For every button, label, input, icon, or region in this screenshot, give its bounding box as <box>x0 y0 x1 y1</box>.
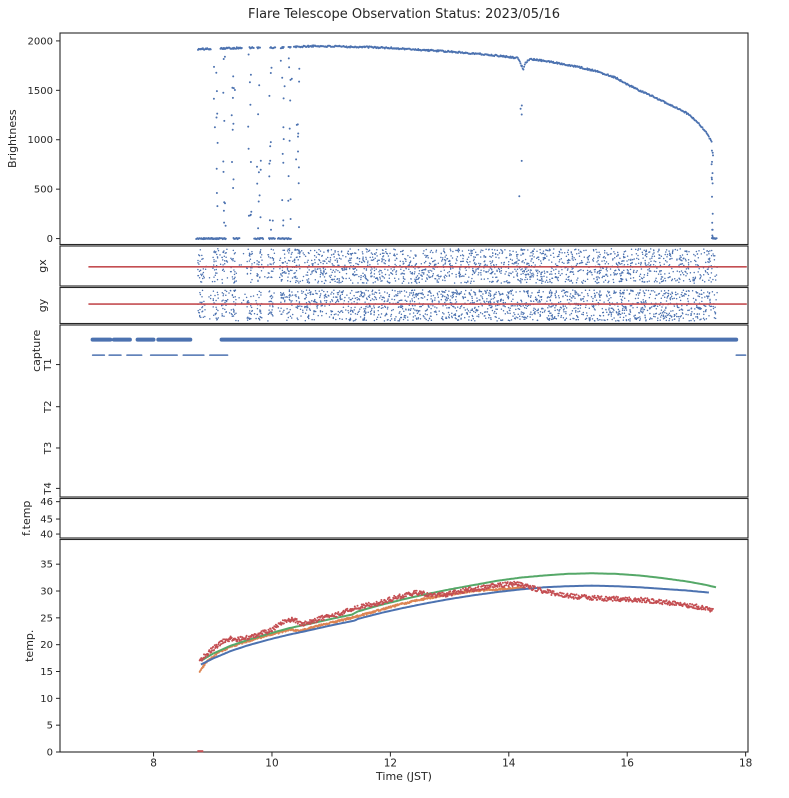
capture-ytick-label: T4 <box>43 482 54 495</box>
capture-frame <box>59 324 749 498</box>
temp-ylabel: temp. <box>23 630 36 662</box>
temp-ytick-label: 10 <box>40 694 53 705</box>
temp-red-dots <box>198 580 714 662</box>
xtick-label: 10 <box>265 758 278 770</box>
temp-ytick-label: 20 <box>40 640 53 651</box>
brightness-frame <box>59 32 749 246</box>
xtick-label: 18 <box>739 758 752 770</box>
brightness-scatter <box>195 44 718 241</box>
gy-frame <box>59 286 749 325</box>
temp-ytick-label: 25 <box>40 613 53 624</box>
panel-temp: temp. 0 5 10 15 20 25 30 35 <box>23 538 749 759</box>
brightness-ytick-label: 2000 <box>28 36 53 47</box>
temp-ytick-label: 15 <box>40 667 53 678</box>
temp-ytick-label: 0 <box>47 748 53 759</box>
brightness-ytick-label: 1000 <box>28 135 53 146</box>
gy-scatter <box>197 289 718 322</box>
temp-green-line <box>200 572 717 662</box>
ftemp-ytick-label: 45 <box>40 515 53 526</box>
xtick-label: 8 <box>150 758 157 770</box>
capture-ytick-label: T1 <box>43 358 54 371</box>
temp-ytick-label: 5 <box>47 721 53 732</box>
panel-capture: capture T1 T2 T3 T4 <box>30 324 749 498</box>
brightness-ytick-label: 1500 <box>28 86 53 97</box>
gy-ylabel: gy <box>36 298 49 312</box>
temp-orange-dots <box>198 586 525 673</box>
panel-gy: gy <box>36 286 749 325</box>
gx-frame <box>59 245 749 287</box>
xtick-label: 12 <box>384 758 397 770</box>
ftemp-ylabel: f.temp <box>20 501 33 536</box>
brightness-ytick-label: 500 <box>34 185 53 196</box>
brightness-ylabel: Brightness <box>6 109 19 168</box>
ftemp-ytick-label: 40 <box>40 530 53 541</box>
temp-ytick-label: 35 <box>40 560 53 571</box>
ftemp-ytick-label: 46 <box>40 497 53 508</box>
temp-ytick-label: 30 <box>40 587 53 598</box>
ftemp-frame <box>59 497 749 539</box>
panel-brightness: Brightness 0 500 1000 1500 2000 <box>6 32 749 246</box>
gx-scatter <box>197 248 718 284</box>
temp-blue-line <box>200 584 709 666</box>
x-axis: 8 10 12 14 16 18 <box>150 752 752 770</box>
xtick-label: 16 <box>621 758 635 770</box>
capture-ylabel: capture <box>30 330 43 372</box>
x-axis-label: Time (JST) <box>376 770 432 783</box>
temp-frame <box>59 538 749 753</box>
xtick-label: 14 <box>502 758 516 770</box>
gx-ylabel: gx <box>36 259 49 273</box>
capture-ytick-label: T3 <box>43 442 54 455</box>
panel-gx: gx <box>36 245 749 287</box>
figure-title: Flare Telescope Observation Status: 2023… <box>248 7 560 22</box>
capture-ytick-label: T2 <box>43 400 54 413</box>
panel-ftemp: f.temp 46 45 40 <box>20 497 749 541</box>
brightness-ytick-label: 0 <box>47 234 53 245</box>
